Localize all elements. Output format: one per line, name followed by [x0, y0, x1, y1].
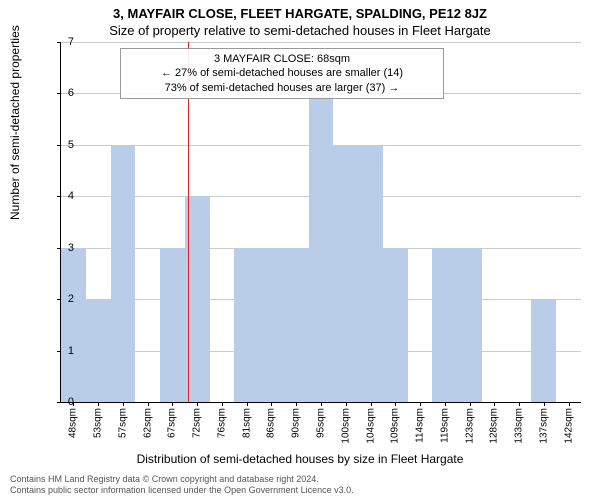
footer-attribution: Contains HM Land Registry data © Crown c…	[10, 474, 354, 496]
x-tick-label: 95sqm	[316, 408, 327, 438]
y-tick	[57, 42, 61, 43]
x-tick-label: 109sqm	[390, 408, 401, 444]
x-tick-label: 81sqm	[241, 408, 252, 438]
x-tick	[271, 402, 272, 406]
y-axis-label: Number of semi-detached properties	[8, 25, 22, 220]
grid-line	[61, 42, 581, 43]
x-tick	[544, 402, 545, 406]
chart-container: 3, MAYFAIR CLOSE, FLEET HARGATE, SPALDIN…	[0, 0, 600, 500]
x-tick-label: 90sqm	[291, 408, 302, 438]
histogram-bar	[531, 299, 556, 402]
x-tick	[445, 402, 446, 406]
y-tick-label: 6	[68, 87, 74, 99]
y-tick-label: 0	[68, 396, 74, 408]
x-tick-label: 48sqm	[68, 408, 79, 438]
histogram-bar	[457, 248, 482, 402]
x-tick-label: 137sqm	[538, 408, 549, 444]
x-tick	[494, 402, 495, 406]
y-tick	[57, 145, 61, 146]
x-tick-label: 142sqm	[563, 408, 574, 444]
x-tick	[346, 402, 347, 406]
x-tick	[519, 402, 520, 406]
y-tick-label: 2	[68, 293, 74, 305]
x-tick-label: 76sqm	[216, 408, 227, 438]
annotation-line3: 73% of semi-detached houses are larger (…	[127, 81, 437, 95]
y-tick-label: 4	[68, 190, 74, 202]
title-main: 3, MAYFAIR CLOSE, FLEET HARGATE, SPALDIN…	[0, 0, 600, 21]
histogram-bar	[432, 248, 457, 402]
histogram-bar	[383, 248, 408, 402]
histogram-bar	[358, 145, 383, 402]
x-tick	[247, 402, 248, 406]
x-tick	[371, 402, 372, 406]
x-tick-label: 100sqm	[340, 408, 351, 444]
histogram-bar	[61, 248, 86, 402]
x-tick	[222, 402, 223, 406]
annotation-line2: ← 27% of semi-detached houses are smalle…	[127, 66, 437, 80]
x-tick	[470, 402, 471, 406]
x-tick	[395, 402, 396, 406]
x-tick-label: 86sqm	[266, 408, 277, 438]
x-tick-label: 104sqm	[365, 408, 376, 444]
x-tick-label: 72sqm	[192, 408, 203, 438]
histogram-bar	[86, 299, 111, 402]
y-tick-label: 7	[68, 36, 74, 48]
x-tick	[296, 402, 297, 406]
y-tick-label: 5	[68, 139, 74, 151]
x-tick-label: 123sqm	[464, 408, 475, 444]
title-sub: Size of property relative to semi-detach…	[0, 21, 600, 38]
x-tick	[172, 402, 173, 406]
x-axis-label: Distribution of semi-detached houses by …	[0, 452, 600, 466]
x-tick-label: 67sqm	[167, 408, 178, 438]
x-tick-label: 133sqm	[514, 408, 525, 444]
x-tick	[420, 402, 421, 406]
y-tick	[57, 196, 61, 197]
x-tick	[321, 402, 322, 406]
histogram-bar	[309, 93, 334, 402]
x-tick	[123, 402, 124, 406]
histogram-bar	[259, 248, 284, 402]
x-tick	[98, 402, 99, 406]
annotation-box: 3 MAYFAIR CLOSE: 68sqm ← 27% of semi-det…	[120, 48, 444, 99]
x-tick-label: 53sqm	[93, 408, 104, 438]
histogram-bar	[111, 145, 136, 402]
footer-line2: Contains public sector information licen…	[10, 485, 354, 496]
histogram-bar	[284, 248, 309, 402]
x-tick-label: 57sqm	[117, 408, 128, 438]
y-tick	[57, 402, 61, 403]
histogram-bar	[234, 248, 259, 402]
x-tick	[148, 402, 149, 406]
y-tick-label: 1	[68, 345, 74, 357]
x-tick	[569, 402, 570, 406]
x-tick	[197, 402, 198, 406]
y-tick	[57, 93, 61, 94]
footer-line1: Contains HM Land Registry data © Crown c…	[10, 474, 354, 485]
histogram-bar	[160, 248, 185, 402]
x-tick-label: 114sqm	[415, 408, 426, 443]
histogram-bar	[333, 145, 358, 402]
x-tick-label: 128sqm	[489, 408, 500, 444]
x-tick-label: 119sqm	[439, 408, 450, 443]
x-tick-label: 62sqm	[142, 408, 153, 438]
y-tick-label: 3	[68, 242, 74, 254]
annotation-line1: 3 MAYFAIR CLOSE: 68sqm	[127, 52, 437, 66]
